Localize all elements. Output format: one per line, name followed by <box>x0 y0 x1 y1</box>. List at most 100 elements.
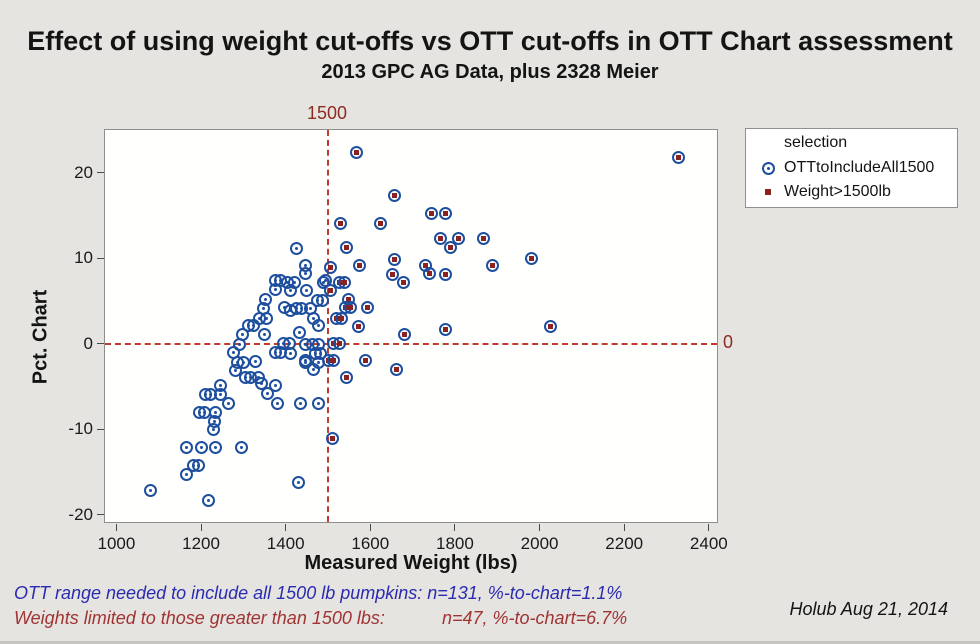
marker-center-dot <box>278 350 282 354</box>
footnote-weight-limited-label: Weights limited to those greater than 15… <box>14 608 385 628</box>
data-point-circle-square <box>339 240 353 254</box>
data-point-circle-dot <box>316 294 329 308</box>
x-axis-tick <box>539 524 541 531</box>
data-point-circle-dot <box>299 267 313 281</box>
data-point-circle-dot <box>180 467 194 481</box>
legend-marker-cell <box>758 189 778 195</box>
y-axis-tick <box>97 343 104 345</box>
x-axis-tick-label: 1200 <box>182 534 220 553</box>
marker-center-dot <box>288 351 292 355</box>
x-axis-tick <box>454 524 456 531</box>
marker-square-fill <box>328 288 334 294</box>
marker-square-fill <box>330 436 336 442</box>
marker-square-fill <box>348 305 354 311</box>
horizontal-reference-line <box>105 342 717 345</box>
data-point-circle-dot <box>233 338 247 352</box>
marker-center-dot <box>263 297 267 301</box>
data-point-circle-dot <box>312 319 326 333</box>
data-point-circle-dot <box>202 493 216 507</box>
x-axis-title: Measured Weight (lbs) <box>304 552 518 574</box>
data-point-circle-dot <box>300 284 314 298</box>
data-point-circle-dot <box>207 422 221 436</box>
marker-center-dot <box>300 307 304 311</box>
data-point-circle-dot <box>290 242 304 256</box>
author-credit: Holub Aug 21, 2014 <box>789 599 948 619</box>
marker-center-dot <box>296 480 300 484</box>
data-point-circle-dot <box>229 363 243 377</box>
marker-square-fill <box>341 279 347 285</box>
marker-center-dot <box>234 368 238 372</box>
data-point-circle-dot <box>292 326 306 340</box>
data-point-circle-dot <box>208 440 222 454</box>
marker-center-dot <box>321 299 324 303</box>
vertical-reference-line <box>327 130 329 522</box>
data-point-circle-square <box>396 275 410 289</box>
y-axis-tick <box>97 257 104 259</box>
marker-square-fill <box>331 358 337 364</box>
data-point-circle-square <box>438 267 452 281</box>
marker-center-dot <box>304 359 308 363</box>
marker-center-dot <box>262 307 266 311</box>
data-point-circle-dot <box>246 319 260 333</box>
marker-square-fill <box>528 255 534 261</box>
data-point-circle-square <box>323 261 337 275</box>
marker-square-fill <box>356 263 362 269</box>
marker-center-dot <box>305 289 309 293</box>
data-point-circle-dot <box>257 327 271 341</box>
footnote-weight-limited-stats: n=47, %-to-chart=6.7% <box>442 608 628 628</box>
data-point-circle-square <box>389 362 403 376</box>
x-axis-tick-label: 1800 <box>436 534 474 553</box>
legend: selection OTTtoIncludeAll1500 Weight>150… <box>745 128 958 208</box>
marker-center-dot <box>316 360 320 364</box>
marker-center-dot <box>297 331 301 335</box>
marker-center-dot <box>304 272 308 276</box>
marker-center-dot <box>260 382 264 386</box>
y-axis-tick <box>97 514 104 516</box>
data-point-circle-dot <box>269 379 283 393</box>
marker-center-dot <box>185 445 189 449</box>
marker-square-fill <box>327 265 333 271</box>
marker-center-dot <box>278 278 282 282</box>
marker-square-fill <box>548 324 554 330</box>
marker-center-dot <box>303 264 307 268</box>
marker-square-fill <box>339 315 345 321</box>
page-title: Effect of using weight cut-offs vs OTT c… <box>27 26 953 56</box>
marker-center-dot <box>148 489 152 493</box>
y-axis-tick <box>97 428 104 430</box>
marker-center-dot <box>316 343 320 347</box>
marker-square-fill <box>390 271 396 277</box>
x-axis-tick <box>285 524 287 531</box>
data-point-circle-square <box>397 327 411 341</box>
data-point-circle-square <box>326 432 340 446</box>
marker-square-fill <box>393 366 399 372</box>
data-point-circle-square <box>327 354 341 368</box>
legend-marker-cell <box>758 161 778 175</box>
legend-item-weight: Weight>1500lb <box>746 180 957 204</box>
x-axis-tick <box>200 524 202 531</box>
data-point-circle-square <box>337 275 351 289</box>
reference-line-0-label: 0 <box>723 331 734 352</box>
legend-item-label: OTTtoIncludeAll1500 <box>784 159 935 176</box>
data-point-circle-square <box>387 252 401 266</box>
legend-item-ott: OTTtoIncludeAll1500 <box>746 156 957 180</box>
x-axis-tick <box>623 524 625 531</box>
data-point-circle-square <box>374 216 388 230</box>
data-point-circle-square <box>425 207 439 221</box>
data-point-circle-dot <box>291 475 305 489</box>
data-point-circle-dot <box>312 396 326 410</box>
data-point-circle-square <box>335 311 349 325</box>
data-point-circle-square <box>361 301 375 315</box>
footnote-weight-limited: Weights limited to those greater than 15… <box>14 608 627 629</box>
data-point-circle-dot <box>284 284 298 298</box>
y-axis-tick-label: -10 <box>68 419 93 439</box>
y-axis-tick-label: 20 <box>74 162 93 182</box>
legend-title: selection <box>784 134 848 151</box>
data-point-circle-dot <box>261 386 275 400</box>
marker-square-fill <box>456 236 462 242</box>
data-point-circle-square <box>433 232 447 246</box>
data-point-circle-dot <box>143 484 157 498</box>
marker-center-dot <box>212 419 216 423</box>
marker-square-fill <box>448 245 454 251</box>
data-point-circle-square <box>423 267 437 281</box>
